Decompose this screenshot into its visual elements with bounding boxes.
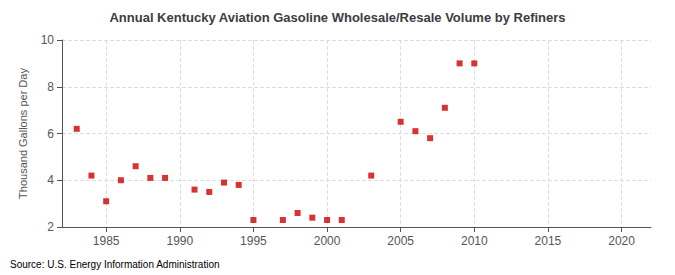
svg-text:2015: 2015 xyxy=(535,234,562,248)
svg-text:8: 8 xyxy=(47,80,54,94)
svg-text:2020: 2020 xyxy=(608,234,635,248)
svg-text:2005: 2005 xyxy=(387,234,414,248)
svg-text:Thousand Gallons per Day: Thousand Gallons per Day xyxy=(17,68,29,199)
svg-text:1995: 1995 xyxy=(240,234,267,248)
svg-text:6: 6 xyxy=(47,127,54,141)
svg-text:10: 10 xyxy=(41,33,55,47)
svg-text:1985: 1985 xyxy=(93,234,120,248)
svg-text:2: 2 xyxy=(47,220,54,234)
svg-text:Annual Kentucky Aviation Gasol: Annual Kentucky Aviation Gasoline Wholes… xyxy=(109,10,565,25)
svg-text:2010: 2010 xyxy=(461,234,488,248)
svg-text:2000: 2000 xyxy=(314,234,341,248)
svg-text:Source: U.S. Energy Informatio: Source: U.S. Energy Information Administ… xyxy=(10,259,220,270)
svg-text:1990: 1990 xyxy=(166,234,193,248)
svg-text:4: 4 xyxy=(47,173,54,187)
